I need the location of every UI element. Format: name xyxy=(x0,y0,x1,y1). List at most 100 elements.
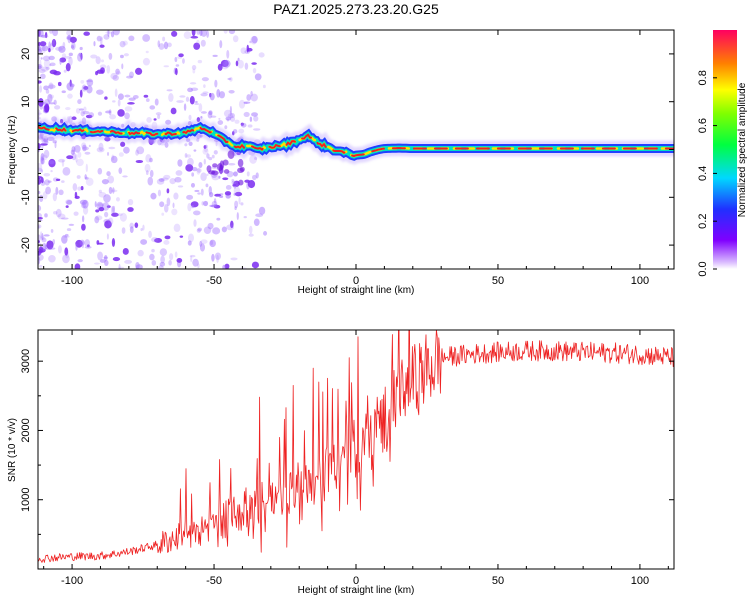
noise-speckle xyxy=(48,102,56,105)
noise-speckle xyxy=(71,152,77,161)
noise-speckle xyxy=(166,188,170,194)
noise-speckle xyxy=(74,191,78,199)
noise-speckle xyxy=(149,157,153,163)
noise-speckle xyxy=(111,212,119,217)
noise-speckle xyxy=(232,129,238,134)
noise-speckle xyxy=(237,59,244,69)
noise-speckle xyxy=(38,109,41,117)
noise-speckle xyxy=(163,240,170,245)
noise-speckle xyxy=(191,204,195,209)
noise-speckle xyxy=(234,191,243,197)
noise-speckle xyxy=(84,176,89,180)
noise-speckle xyxy=(98,142,104,152)
noise-speckle xyxy=(132,95,139,99)
noise-speckle xyxy=(263,231,268,236)
noise-speckle xyxy=(258,206,266,215)
noise-speckle xyxy=(72,183,78,192)
noise-speckle xyxy=(53,211,58,215)
noise-speckle xyxy=(208,191,214,198)
noise-speckle xyxy=(50,43,54,46)
noise-speckle xyxy=(161,212,165,216)
noise-speckle xyxy=(168,260,172,266)
noise-speckle xyxy=(63,235,70,238)
noise-speckle xyxy=(43,149,50,159)
noise-speckle xyxy=(76,158,84,167)
noise-speckle xyxy=(110,72,118,80)
noise-speckle xyxy=(188,114,192,121)
noise-speckle xyxy=(170,107,177,115)
noise-speckle xyxy=(191,64,197,71)
noise-speckle xyxy=(231,180,237,185)
noise-speckle xyxy=(194,189,200,192)
noise-speckle xyxy=(40,57,43,60)
noise-speckle xyxy=(79,108,84,111)
noise-speckle xyxy=(158,43,165,50)
noise-speckle xyxy=(219,195,224,198)
noise-speckle xyxy=(140,227,143,232)
noise-speckle xyxy=(246,171,250,177)
noise-speckle xyxy=(252,67,257,74)
noise-speckle xyxy=(111,205,114,215)
noise-speckle xyxy=(248,233,254,237)
noise-speckle xyxy=(38,242,42,245)
noise-speckle xyxy=(158,265,164,269)
noise-speckle xyxy=(105,110,112,114)
noise-speckle xyxy=(159,248,168,257)
noise-speckle xyxy=(69,36,77,43)
noise-speckle xyxy=(57,245,62,254)
noise-speckle xyxy=(52,30,59,37)
ridge-branch-blob xyxy=(237,158,244,168)
noise-speckle xyxy=(212,54,218,57)
noise-speckle xyxy=(124,112,130,120)
noise-speckle xyxy=(94,216,100,224)
noise-speckle xyxy=(186,194,194,200)
noise-speckle xyxy=(169,178,176,185)
noise-speckle xyxy=(252,174,257,180)
noise-speckle xyxy=(38,224,42,229)
noise-speckle xyxy=(208,156,213,161)
noise-speckle xyxy=(38,142,41,150)
noise-speckle xyxy=(80,185,84,191)
noise-speckle xyxy=(85,114,93,119)
noise-speckle xyxy=(165,119,172,125)
noise-speckle xyxy=(155,112,162,116)
noise-speckle xyxy=(249,40,252,44)
noise-speckle xyxy=(127,207,134,212)
noise-speckle xyxy=(68,223,75,226)
noise-speckle xyxy=(43,138,49,143)
noise-speckle xyxy=(108,52,113,60)
noise-speckle xyxy=(122,248,129,255)
noise-speckle xyxy=(234,119,240,124)
noise-speckle xyxy=(79,46,83,51)
noise-speckle xyxy=(88,144,91,148)
noise-speckle xyxy=(86,78,94,87)
noise-speckle xyxy=(177,159,183,167)
noise-speckle xyxy=(38,175,43,179)
noise-speckle xyxy=(214,79,218,88)
noise-speckle xyxy=(112,187,115,194)
noise-speckle xyxy=(50,170,53,173)
colorbar-gradient xyxy=(713,30,737,269)
noise-speckle xyxy=(225,185,232,190)
noise-speckle xyxy=(42,191,48,200)
noise-speckle xyxy=(39,41,47,47)
noise-speckle xyxy=(81,215,85,223)
noise-speckle xyxy=(200,111,207,114)
noise-speckle xyxy=(171,30,178,37)
noise-speckle xyxy=(211,154,215,159)
noise-speckle xyxy=(238,128,245,134)
spectrogram-xtick-label: -50 xyxy=(206,275,222,287)
noise-speckle xyxy=(70,44,75,49)
noise-speckle xyxy=(228,30,236,35)
noise-speckle xyxy=(48,55,55,61)
ridge-branch-blob xyxy=(211,170,219,176)
spectrogram-xlabel: Height of straight line (km) xyxy=(298,285,415,296)
snr-xtick-label: 100 xyxy=(631,575,649,587)
noise-speckle xyxy=(219,40,223,49)
noise-speckle xyxy=(123,146,130,154)
noise-speckle xyxy=(39,85,43,93)
noise-speckle xyxy=(61,217,69,220)
noise-speckle xyxy=(81,223,86,231)
noise-speckle xyxy=(82,111,90,115)
